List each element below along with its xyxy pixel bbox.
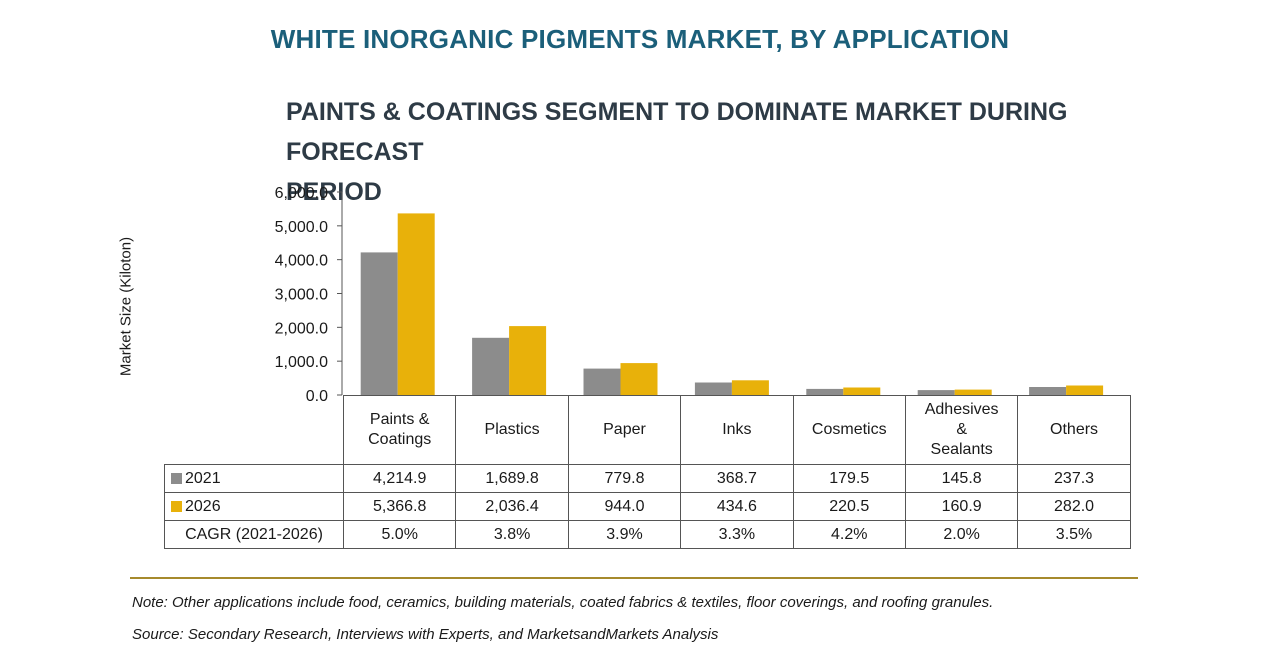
data-label: 220.5: [792, 492, 906, 521]
table-row: 2026 5,366.8 2,036.4 944.0 434.6 220.5 160.9 28…: [164, 492, 1131, 521]
category-label-line: Paints &: [369, 411, 430, 428]
data-label: 944.0: [567, 492, 682, 521]
data-label: 434.6: [680, 492, 794, 521]
data-label: 368.7: [680, 464, 794, 493]
data-label: 179.5: [792, 464, 906, 493]
source-line: Source: Secondary Research, Interviews w…: [132, 626, 719, 643]
subtitle-line-1: PAINTS & COATINGS SEGMENT TO DOMINATE MA…: [286, 98, 1068, 166]
cagr-value: 5.0%: [342, 520, 457, 549]
legend-entry-2021: 2021: [164, 464, 344, 493]
chart-title: WHITE INORGANIC PIGMENTS MARKET, BY APPL…: [270, 24, 1010, 54]
table-corner: [164, 395, 344, 465]
bar-2021-2: [583, 368, 621, 395]
chart-subtitle: PAINTS & COATINGS SEGMENT TO DOMINATE MA…: [286, 92, 1106, 212]
footnote: Note: Other applications include food, c…: [132, 594, 994, 611]
table-row: CAGR (2021-2026) 5.0% 3.8% 3.9% 3.3% 4.2% 2.0%…: [164, 520, 1131, 549]
legend-entry-2026: 2026: [164, 492, 344, 521]
data-label: 4,214.9: [342, 464, 457, 493]
category-label-line: Cosmetics: [811, 421, 887, 438]
category-label-line: Paper: [603, 421, 646, 438]
category-label: Inks: [680, 395, 794, 465]
y-tick-label: 3,000.0: [275, 287, 328, 304]
data-label: 5,366.8: [342, 492, 457, 521]
legend-label: 2026: [185, 497, 221, 515]
data-label: 779.8: [567, 464, 682, 493]
cagr-value: 3.9%: [567, 520, 682, 549]
cagr-value: 3.5%: [1017, 520, 1131, 549]
category-label-line: Inks: [722, 421, 752, 438]
data-label: 2,036.4: [455, 492, 569, 521]
bar-2026-0: [397, 213, 435, 395]
legend-swatch: [171, 472, 182, 484]
category-label-line: Others: [1050, 421, 1099, 438]
bar-2021-3: [694, 382, 732, 395]
category-label: Paper: [567, 395, 682, 465]
bar-2021-4: [806, 388, 844, 395]
category-row: Paints & Coatings Plastics Paper Inks Cosmeti…: [164, 395, 1131, 465]
bar-2026-3: [731, 380, 769, 395]
category-label: Others: [1017, 395, 1131, 465]
cagr-value: 3.8%: [455, 520, 569, 549]
bar-2021-5: [917, 390, 955, 395]
cagr-value: 4.2%: [792, 520, 906, 549]
data-label: 1,689.8: [455, 464, 569, 493]
category-label-line: Adhesives: [924, 401, 999, 418]
category-label-line: &: [956, 421, 967, 438]
bar-2021-0: [360, 252, 398, 395]
bar-2026-2: [620, 363, 658, 395]
data-label: 145.8: [904, 464, 1019, 493]
footer-divider: [130, 577, 1138, 579]
data-label: 282.0: [1017, 492, 1131, 521]
bar-2021-6: [1029, 387, 1067, 395]
category-label: Paints & Coatings: [342, 395, 457, 465]
bar-2026-1: [509, 326, 547, 395]
category-label-line: Sealants: [930, 441, 993, 458]
subtitle-line-2: PERIOD: [286, 178, 382, 206]
cagr-header: CAGR (2021-2026): [164, 520, 344, 549]
data-table: Paints & Coatings Plastics Paper Inks Cosmeti…: [164, 395, 1131, 549]
category-label: Adhesives & Sealants: [904, 395, 1019, 465]
y-tick-label: 1,000.0: [275, 354, 328, 371]
bar-2021-1: [472, 337, 510, 395]
bar-2026-5: [954, 389, 992, 395]
legend-label: 2021: [185, 469, 221, 487]
y-tick-label: 4,000.0: [275, 253, 328, 270]
category-label: Cosmetics: [792, 395, 906, 465]
legend-swatch: [171, 500, 182, 512]
y-tick-label: 6,000.0: [275, 185, 328, 202]
bar-2026-4: [843, 387, 881, 395]
y-tick-label: 5,000.0: [275, 219, 328, 236]
cagr-value: 3.3%: [680, 520, 794, 549]
category-label-line: Plastics: [484, 421, 540, 438]
y-tick-label: 2,000.0: [275, 320, 328, 337]
cagr-value: 2.0%: [904, 520, 1019, 549]
table-row: 2021 4,214.9 1,689.8 779.8 368.7 179.5 145.8 23…: [164, 464, 1131, 493]
data-label: 160.9: [904, 492, 1019, 521]
category-label: Plastics: [455, 395, 569, 465]
bar-2026-6: [1066, 385, 1104, 395]
category-label-line: Coatings: [368, 431, 432, 448]
data-label: 237.3: [1017, 464, 1131, 493]
